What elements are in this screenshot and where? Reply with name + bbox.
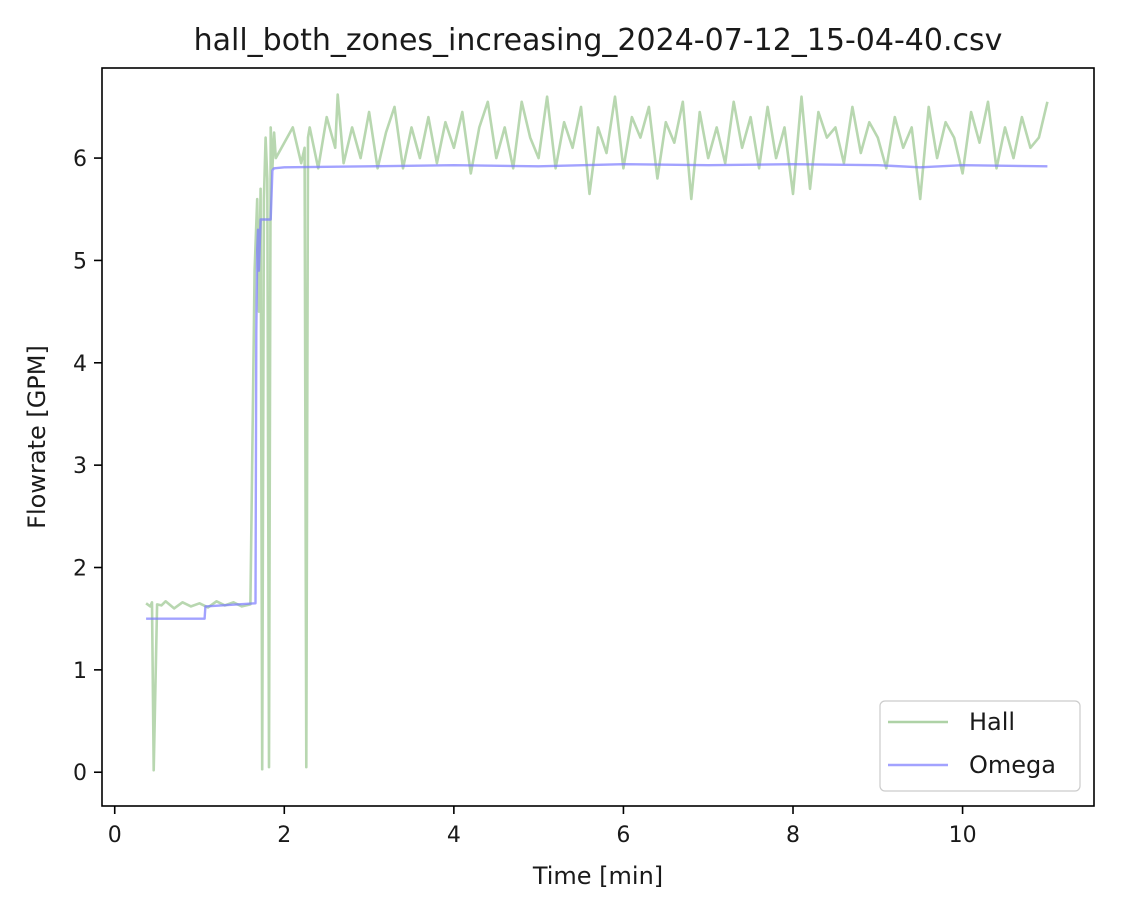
x-axis: 0 2 4 6 8 10 [108,806,977,848]
y-tick-label: 0 [73,761,87,786]
x-tick-label: 8 [786,823,800,848]
x-tick-label: 10 [949,823,977,848]
y-tick-label: 1 [73,659,87,684]
series-line-hall [145,93,1049,772]
x-axis-label: Time [min] [532,862,663,890]
series-layer [145,93,1049,772]
chart-title: hall_both_zones_increasing_2024-07-12_15… [194,23,1003,58]
y-tick-label: 2 [73,557,87,582]
series-line-omega [146,162,1048,620]
y-tick-label: 3 [73,454,87,479]
x-tick-label: 6 [616,823,630,848]
y-axis: 0 1 2 3 4 5 6 [73,147,102,786]
x-tick-label: 4 [447,823,461,848]
y-axis-label: Flowrate [GPM] [23,345,51,529]
y-tick-label: 5 [73,249,87,274]
y-tick-label: 4 [73,352,87,377]
legend: Hall Omega [879,700,1081,792]
x-tick-label: 0 [108,823,122,848]
plot-frame [101,67,1095,807]
legend-label-omega: Omega [969,751,1056,779]
y-tick-label: 6 [73,147,87,172]
legend-box [879,700,1081,792]
x-tick-label: 2 [277,823,291,848]
legend-label-hall: Hall [969,708,1015,736]
